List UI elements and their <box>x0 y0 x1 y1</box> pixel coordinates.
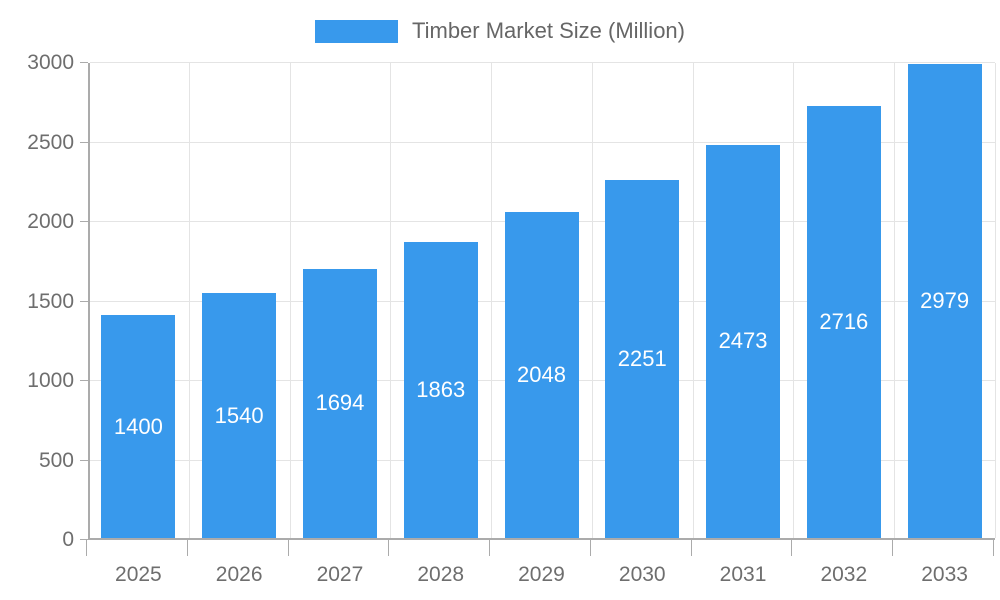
gridline-vertical <box>491 63 493 538</box>
y-axis-tick-label: 1000 <box>27 369 74 392</box>
y-axis-tick <box>80 221 88 222</box>
y-axis-tick <box>80 539 88 540</box>
legend-swatch <box>314 19 398 43</box>
plot-area: 1400 1540 1694 1863 2048 2251 2473 2716 2979 <box>88 62 996 540</box>
gridline-vertical <box>390 63 392 538</box>
x-axis-tick-label: 2032 <box>820 563 868 586</box>
x-axis-tick-label: 2027 <box>316 563 364 586</box>
gridline-vertical <box>995 63 996 538</box>
x-axis-tick <box>993 540 994 556</box>
gridline-vertical <box>591 63 593 538</box>
gridline-vertical <box>289 63 291 538</box>
x-axis-tick <box>388 540 390 556</box>
y-axis-tick <box>80 380 88 381</box>
x-axis-tick <box>791 540 793 556</box>
bar-2028[interactable]: 1863 <box>403 241 478 538</box>
x-axis-tick <box>86 540 87 556</box>
x-axis-tick <box>690 540 692 556</box>
bar-value-label: 2716 <box>819 309 869 335</box>
x-axis-tick <box>892 540 894 556</box>
bar-value-label: 2473 <box>718 328 768 354</box>
gridline-vertical <box>894 63 896 538</box>
x-axis-tick-label: 2033 <box>921 563 968 586</box>
y-axis-tick <box>80 459 88 461</box>
y-axis-tick-label: 2500 <box>27 130 74 154</box>
x-axis-tick-label: 2031 <box>719 563 767 586</box>
bar-2033[interactable]: 2979 <box>907 64 982 538</box>
x-axis-tick <box>287 540 289 556</box>
x-axis-tick-label: 2028 <box>417 563 465 586</box>
bar-value-label: 1694 <box>315 390 365 416</box>
bar-2030[interactable]: 2251 <box>605 180 680 538</box>
gridline-horizontal <box>90 141 995 143</box>
y-axis-tick-label: 0 <box>62 528 74 551</box>
gridline-horizontal <box>90 62 995 63</box>
bar-2032[interactable]: 2716 <box>806 106 881 538</box>
bar-value-label: 1400 <box>113 413 163 439</box>
x-axis-tick-label: 2025 <box>115 563 162 586</box>
x-axis-tick <box>489 540 491 556</box>
legend-label: Timber Market Size (Million) <box>411 18 685 43</box>
gridline-vertical <box>793 63 795 538</box>
bar-value-label: 2048 <box>517 362 566 388</box>
x-axis-tick-label: 2030 <box>618 563 666 586</box>
y-axis-tick <box>80 62 88 63</box>
bar-2026[interactable]: 1540 <box>202 293 277 538</box>
bar-2025[interactable]: 1400 <box>101 315 176 538</box>
bar-value-label: 1540 <box>214 402 264 428</box>
bar-value-label: 1863 <box>416 376 466 402</box>
y-axis-tick-label: 500 <box>38 448 74 472</box>
x-axis-tick <box>186 540 188 556</box>
y-axis-tick <box>80 300 88 302</box>
x-axis-tick-label: 2029 <box>518 563 565 586</box>
bar-2027[interactable]: 1694 <box>302 268 377 538</box>
bar-2031[interactable]: 2473 <box>706 144 781 538</box>
bar-2029[interactable]: 2048 <box>504 212 579 538</box>
y-axis-tick-label: 1500 <box>27 289 74 313</box>
bar-value-label: 2979 <box>920 288 970 314</box>
y-axis-tick-label: 3000 <box>27 51 74 74</box>
y-axis-tick-label: 2000 <box>27 210 74 233</box>
y-axis-tick <box>80 141 88 143</box>
gridline-vertical <box>692 63 694 538</box>
x-axis-tick <box>589 540 591 556</box>
x-axis-tick-label: 2026 <box>215 563 263 586</box>
bar-value-label: 2251 <box>617 346 667 372</box>
gridline-vertical <box>188 63 190 538</box>
legend[interactable]: Timber Market Size (Million) <box>0 18 1000 44</box>
